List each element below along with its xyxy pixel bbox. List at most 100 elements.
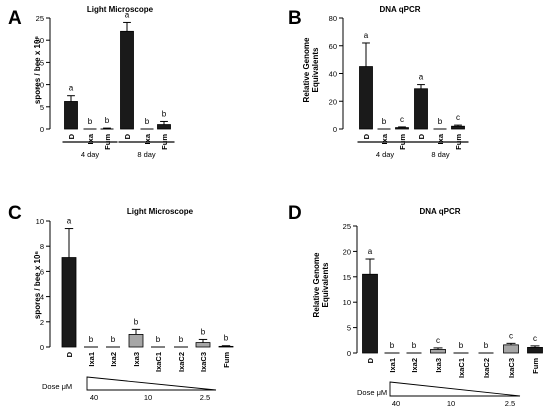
category-label: Ixa2 (410, 358, 419, 373)
category-label: IxaC2 (177, 352, 186, 372)
significance-letter: b (179, 335, 184, 344)
y-tick-label: 40 (329, 70, 337, 79)
significance-letter: a (67, 217, 72, 226)
significance-letter: a (419, 73, 424, 82)
significance-letter: b (382, 117, 387, 126)
bar (195, 342, 211, 348)
bar (359, 66, 373, 130)
y-tick-label: 0 (40, 125, 44, 134)
panel-a: A Light Microscope spores / bee x 10⁶ 0 5 10 1… (8, 5, 175, 159)
significance-letter: b (89, 335, 94, 344)
significance-letter: b (438, 117, 443, 126)
category-label: D (67, 133, 76, 139)
bar (157, 124, 171, 130)
significance-letter: b (201, 327, 206, 336)
y-tick-label: 80 (329, 14, 337, 23)
bar (527, 347, 543, 354)
y-tick-label: 25 (36, 14, 44, 23)
panel-d: D DNA qPCR Relative GenomeEquivalents 0 5 10 1… (288, 203, 543, 408)
significance-letter: b (459, 341, 464, 350)
category-label: IxaC1 (154, 352, 163, 372)
y-tick-label: 0 (347, 349, 351, 358)
group-label: 8 day (431, 150, 450, 159)
y-tick-label: 0 (40, 343, 44, 352)
y-tick-label: 20 (343, 247, 351, 256)
y-tick-label: 10 (343, 298, 351, 307)
dose-value: 10 (447, 399, 455, 408)
category-label: Ixa3 (434, 358, 443, 373)
y-tick-label: 6 (40, 267, 44, 276)
y-axis-title-line: Relative Genome (312, 252, 321, 317)
y-tick-label: 2 (40, 318, 44, 327)
bar (128, 333, 144, 348)
y-axis-title-line: Equivalents (321, 262, 330, 307)
significance-letter: b (412, 341, 417, 350)
panel-c: C Light Microscope spores / bee x 10⁶ 0 2 4 6 8… (8, 203, 234, 402)
significance-letter: a (125, 10, 130, 19)
panel-label: D (288, 203, 302, 224)
y-axis-title: spores / bee x 10⁶ (33, 251, 42, 319)
significance-letter: c (400, 115, 404, 124)
dose-label: Dose μM (42, 382, 72, 391)
bar (430, 349, 446, 354)
bar (503, 344, 519, 354)
category-label: D (362, 133, 371, 139)
chart-title: DNA qPCR (379, 5, 420, 14)
bar (395, 127, 409, 130)
chart-title: Light Microscope (87, 5, 154, 14)
y-tick-label: 5 (347, 324, 351, 333)
panel-label: B (288, 8, 302, 29)
category-label: D (417, 133, 426, 139)
y-tick-label: 15 (343, 273, 351, 282)
y-tick-label: 0 (333, 125, 337, 134)
significance-letter: b (484, 341, 489, 350)
significance-letter: b (111, 335, 116, 344)
significance-letter: c (456, 113, 460, 122)
group-label: 4 day (376, 150, 395, 159)
y-tick-label: 25 (343, 222, 351, 231)
category-label: Fum (222, 352, 231, 368)
y-tick-label: 20 (36, 36, 44, 45)
significance-letter: b (224, 334, 229, 343)
dose-wedge (86, 376, 217, 391)
y-tick-label: 10 (36, 81, 44, 90)
significance-letter: b (390, 341, 395, 350)
bar (362, 273, 378, 354)
chart-title: Light Microscope (127, 207, 194, 216)
significance-letter: b (145, 117, 150, 126)
category-label: Ixa2 (109, 352, 118, 367)
y-tick-label: 15 (36, 58, 44, 67)
category-label: D (366, 357, 375, 363)
category-label: Ixa (86, 133, 95, 144)
category-label: IxaC3 (199, 352, 208, 372)
y-axis-title: spores / bee x 10⁶ (33, 36, 42, 104)
category-label: Ixa3 (132, 352, 141, 367)
bar (120, 30, 134, 130)
significance-letter: b (156, 335, 161, 344)
bar (218, 345, 234, 348)
dose-value: 40 (392, 399, 400, 408)
bar (61, 257, 77, 348)
category-label: IxaC3 (507, 358, 516, 378)
significance-letter: a (368, 247, 373, 256)
y-tick-label: 8 (40, 242, 44, 251)
y-tick-label: 4 (40, 293, 44, 302)
group-label: 4 day (81, 150, 100, 159)
category-label: D (65, 351, 74, 357)
y-tick-label: 10 (36, 217, 44, 226)
category-label: Ixa1 (87, 352, 96, 367)
y-axis-title: Relative GenomeEquivalents (302, 37, 320, 102)
dose-value: 40 (90, 393, 98, 402)
bar (414, 88, 428, 130)
significance-letter: a (69, 84, 74, 93)
category-label: Ixa (380, 133, 389, 144)
category-label: D (123, 133, 132, 139)
dose-value: 2.5 (505, 399, 515, 408)
category-label: Fum (531, 358, 540, 374)
category-label: IxaC1 (457, 358, 466, 378)
significance-letter: b (162, 109, 167, 118)
group-label: 8 day (137, 150, 156, 159)
significance-letter: b (134, 317, 139, 326)
significance-letter: b (105, 116, 110, 125)
